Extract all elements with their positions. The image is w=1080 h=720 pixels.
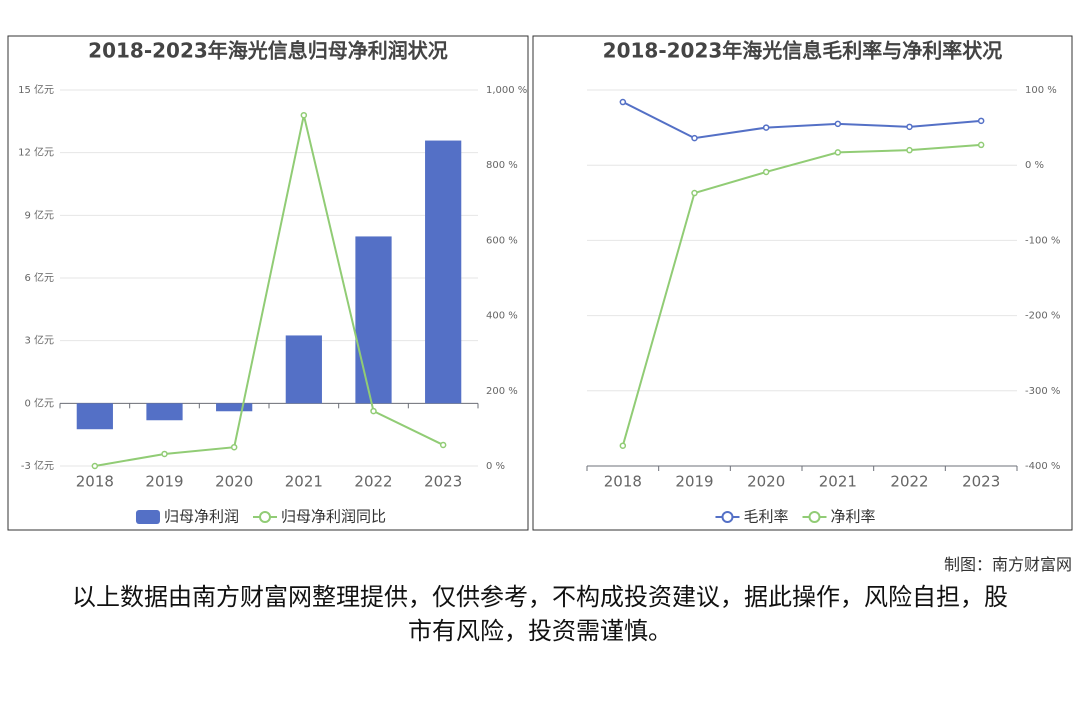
y-tick-label: 3 亿元: [24, 334, 54, 347]
bar: [146, 403, 183, 421]
y-tick-label: 6 亿元: [24, 271, 54, 284]
point: [300, 111, 308, 119]
x-tick-label: 2019: [675, 473, 713, 491]
x-tick-label: 2023: [962, 473, 1000, 491]
y2-tick-label: -100 %: [1025, 235, 1060, 246]
legend-swatch: [259, 511, 271, 523]
point: [762, 168, 770, 176]
point: [691, 189, 698, 197]
point: [619, 442, 627, 449]
legend-label: 净利率: [831, 508, 876, 526]
y-tick-label: 0 亿元: [24, 396, 54, 409]
point: [762, 124, 770, 131]
point: [834, 149, 842, 156]
legend-swatch: [808, 511, 821, 523]
bar: [355, 236, 392, 404]
bar: [285, 335, 322, 404]
point: [691, 134, 698, 142]
line: [621, 143, 982, 446]
x-tick-label: 2020: [215, 473, 253, 491]
y-tick-label: 12 亿元: [18, 146, 54, 159]
x-tick-label: 2018: [604, 473, 642, 491]
y2-tick-label: 0 %: [1025, 160, 1044, 171]
bar: [216, 403, 253, 412]
point: [619, 98, 627, 106]
point: [161, 450, 168, 458]
x-tick-label: 2021: [285, 473, 323, 491]
legend-label: 归母净利润同比: [281, 508, 386, 526]
chart-frame: [7, 35, 529, 531]
x-tick-label: 2020: [747, 473, 785, 491]
bar: [76, 403, 113, 430]
legend-label: 归母净利润: [164, 508, 239, 526]
x-tick-label: 2018: [76, 473, 114, 491]
y-tick-label: 9 亿元: [24, 208, 54, 221]
chart-frame: [532, 35, 1073, 531]
disclaimer: 以上数据由南方财富网整理提供，仅供参考，不构成投资建议，据此操作，风险自担，股市…: [72, 583, 1008, 645]
bar: [425, 140, 462, 404]
y-tick-label: 15 亿元: [18, 83, 54, 96]
y2-tick-label: 400 %: [486, 311, 518, 322]
point: [91, 462, 99, 470]
x-tick-label: 2021: [819, 473, 857, 491]
y2-tick-label: 200 %: [486, 386, 518, 397]
legend-label: 毛利率: [743, 508, 788, 526]
line: [622, 101, 982, 140]
point: [977, 141, 985, 149]
chart-title: 2018-2023年海光信息归母净利润状况: [88, 39, 448, 63]
y2-tick-label: -400 %: [1025, 461, 1060, 472]
point: [370, 407, 377, 415]
y2-tick-label: 1,000 %: [486, 85, 527, 96]
x-tick-label: 2019: [145, 473, 183, 491]
y2-tick-label: 600 %: [486, 235, 518, 246]
chart-title: 2018-2023年海光信息毛利率与净利率状况: [603, 39, 1003, 63]
legend-swatch: [135, 510, 160, 524]
point: [439, 441, 447, 449]
y2-tick-label: -300 %: [1025, 386, 1060, 397]
x-tick-label: 2022: [354, 473, 392, 491]
credit: 制图：南方财富网: [943, 555, 1072, 574]
x-tick-label: 2023: [424, 473, 462, 491]
y2-tick-label: -200 %: [1025, 311, 1060, 322]
y-tick-label: -3 亿元: [21, 459, 54, 472]
point: [230, 443, 238, 451]
point: [977, 117, 985, 125]
point: [906, 146, 913, 154]
y2-tick-label: 800 %: [486, 160, 518, 171]
y2-tick-label: 0 %: [486, 461, 505, 472]
y2-tick-label: 100 %: [1025, 85, 1057, 96]
x-tick-label: 2022: [890, 473, 928, 491]
point: [906, 123, 913, 131]
charts: 2018-2023年海光信息归母净利润状况 -3 亿元 0 亿元 3 亿元 6 亿元 9 …: [7, 35, 1073, 531]
point: [834, 120, 842, 128]
legend-swatch: [721, 511, 734, 523]
line: [94, 114, 444, 467]
